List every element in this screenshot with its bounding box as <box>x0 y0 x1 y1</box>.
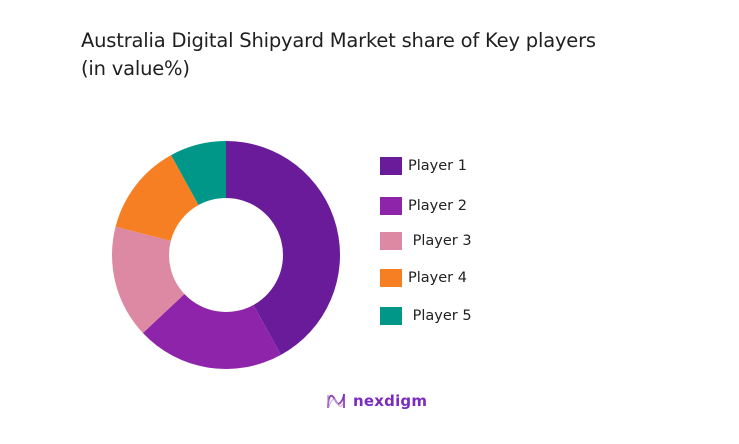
nexdigm-wave-icon <box>327 393 345 409</box>
legend-swatch <box>380 232 402 250</box>
legend-label: Player 2 <box>408 198 467 214</box>
donut-slice-player-2 <box>142 294 281 369</box>
donut-slice-player-1 <box>226 141 340 355</box>
legend-label: Player 5 <box>408 308 472 324</box>
legend-item-player-2: Player 2 <box>380 197 467 215</box>
legend-swatch <box>380 157 402 175</box>
legend-swatch <box>380 269 402 287</box>
chart-title: Australia Digital Shipyard Market share … <box>81 27 596 83</box>
chart-title-line2: (in value%) <box>81 57 190 80</box>
legend-label: Player 1 <box>408 158 467 174</box>
logo-text: nexdigm <box>353 392 428 410</box>
legend-swatch <box>380 307 402 325</box>
legend-item-player-1: Player 1 <box>380 157 467 175</box>
donut-slice-player-4 <box>115 155 199 241</box>
legend-label: Player 4 <box>408 270 467 286</box>
legend-item-player-3: Player 3 <box>380 232 472 250</box>
chart-title-line1: Australia Digital Shipyard Market share … <box>81 29 596 52</box>
donut-slice-player-3 <box>112 226 185 334</box>
legend-label: Player 3 <box>408 233 472 249</box>
nexdigm-logo: nexdigm <box>325 390 427 412</box>
legend-item-player-5: Player 5 <box>380 307 472 325</box>
legend-swatch <box>380 197 402 215</box>
legend-item-player-4: Player 4 <box>380 269 467 287</box>
donut-slice-player-5 <box>171 141 226 206</box>
